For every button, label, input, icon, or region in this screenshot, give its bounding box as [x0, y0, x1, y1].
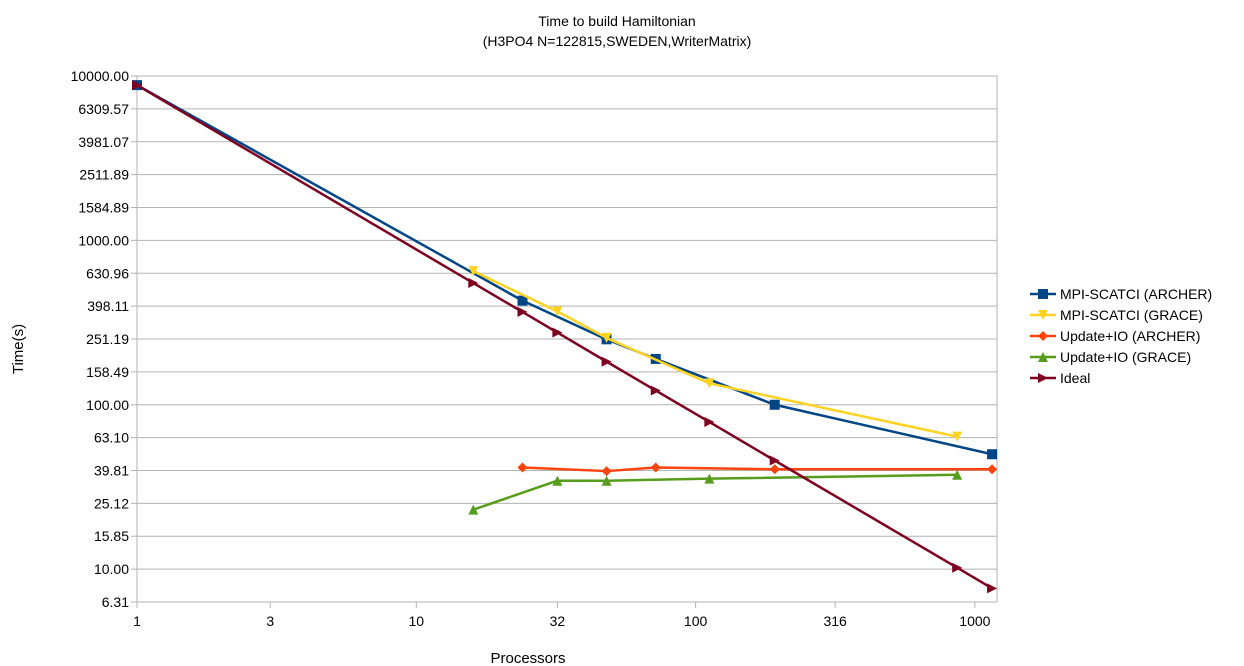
- y-tick-label: 1000.00: [78, 232, 129, 248]
- data-point: [987, 464, 997, 474]
- x-tick-label: 10: [409, 613, 425, 629]
- series-line: [137, 85, 992, 588]
- series-line: [473, 271, 957, 436]
- y-tick-label: 39.81: [94, 463, 129, 479]
- y-axis-label: Time(s): [10, 324, 27, 374]
- x-tick-label: 32: [550, 613, 566, 629]
- series-mpi-scatci-archer: [132, 80, 997, 459]
- y-tick-label: 6309.57: [78, 101, 129, 117]
- x-axis: 1 3 10 32 100 316 1000: [133, 602, 991, 629]
- series-line: [473, 475, 957, 510]
- chart-subtitle: (H3PO4 N=122815,SWEDEN,WriterMatrix): [483, 33, 752, 49]
- x-tick-label: 100: [684, 613, 708, 629]
- data-point: [517, 463, 527, 473]
- x-tick-label: 1: [133, 613, 141, 629]
- y-tick-label: 398.11: [87, 298, 129, 314]
- legend-item: Ideal: [1030, 370, 1090, 386]
- y-tick-label: 630.96: [86, 265, 129, 281]
- legend-label: MPI-SCATCI (GRACE): [1060, 307, 1203, 323]
- y-tick-label: 63.10: [94, 430, 129, 446]
- y-tick-label: 2511.89: [79, 167, 129, 183]
- legend-item: MPI-SCATCI (ARCHER): [1030, 286, 1212, 302]
- legend-item: Update+IO (GRACE): [1030, 349, 1191, 365]
- y-tick-label: 6.31: [102, 594, 129, 610]
- legend-label: Update+IO (GRACE): [1060, 349, 1191, 365]
- data-point: [987, 583, 997, 593]
- legend-item: Update+IO (ARCHER): [1030, 328, 1200, 344]
- data-point: [602, 466, 612, 476]
- legend-label: MPI-SCATCI (ARCHER): [1060, 286, 1212, 302]
- series-mpi-scatci-grace: [468, 266, 962, 441]
- y-tick-label: 3981.07: [78, 134, 129, 150]
- y-tick-label: 25.12: [94, 495, 129, 511]
- x-tick-label: 316: [823, 613, 847, 629]
- data-point: [770, 464, 780, 474]
- y-tick-label: 251.19: [86, 331, 129, 347]
- series-ideal: [132, 80, 997, 593]
- legend-marker: [1038, 373, 1048, 383]
- series-line: [137, 85, 992, 454]
- chart-title: Time to build Hamiltonian: [538, 13, 695, 29]
- legend-marker: [1038, 331, 1048, 341]
- y-tick-label: 15.85: [94, 528, 129, 544]
- series-group: [132, 80, 997, 593]
- data-point: [651, 463, 661, 473]
- legend-label: Ideal: [1060, 370, 1090, 386]
- legend-label: Update+IO (ARCHER): [1060, 328, 1200, 344]
- x-tick-label: 1000: [959, 613, 990, 629]
- y-tick-label: 100.00: [86, 397, 129, 413]
- series-update-io-grace: [468, 470, 962, 515]
- x-tick-label: 3: [266, 613, 274, 629]
- legend: MPI-SCATCI (ARCHER) MPI-SCATCI (GRACE) Upd…: [1030, 286, 1212, 386]
- y-tick-label: 158.49: [86, 364, 129, 380]
- legend-marker: [1038, 289, 1048, 299]
- data-point: [987, 449, 997, 459]
- y-tick-label: 1584.89: [78, 200, 129, 216]
- legend-item: MPI-SCATCI (GRACE): [1030, 307, 1203, 323]
- x-axis-label: Processors: [490, 650, 565, 666]
- data-point: [651, 386, 661, 396]
- y-tick-label: 10.00: [94, 561, 129, 577]
- data-point: [770, 400, 780, 410]
- y-axis: 6.31 10.00 15.85 25.12 39.81 63.10 100.00 158.4…: [71, 68, 137, 610]
- y-tick-label: 10000.00: [71, 68, 130, 84]
